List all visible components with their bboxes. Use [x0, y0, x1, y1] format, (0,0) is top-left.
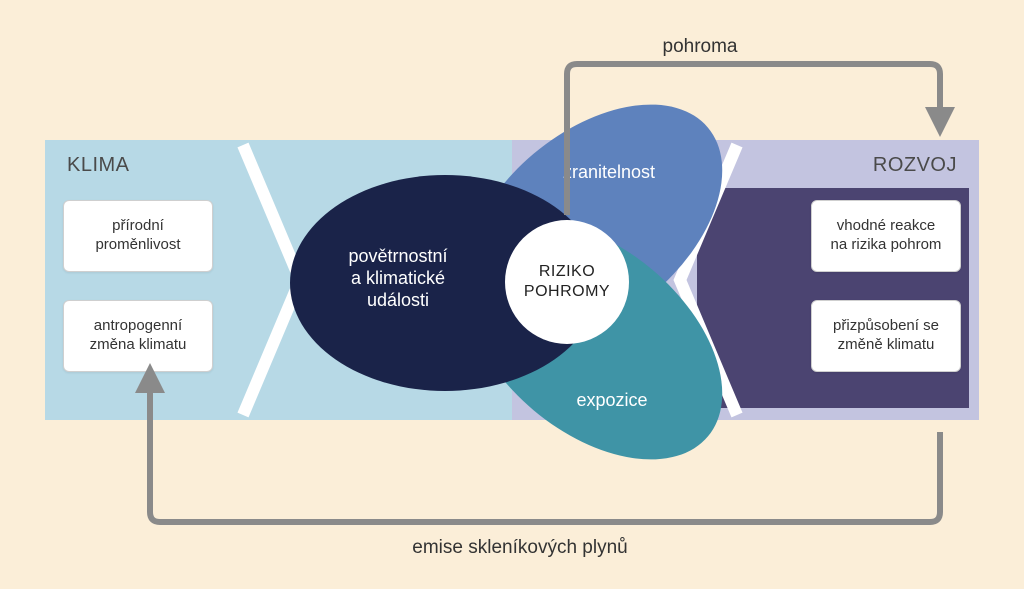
card-label: přírodníproměnlivost — [95, 217, 180, 255]
main-band: KLIMA přírodníproměnlivost antropogenníz… — [45, 140, 979, 420]
flow-bottom-label: emise skleníkových plynů — [412, 537, 627, 558]
card-label: antropogennízměna klimatu — [90, 317, 187, 355]
card-label: přizpůsobení sezměně klimatu — [833, 317, 939, 355]
card-responses: vhodné reakcena rizika pohrom — [811, 200, 961, 272]
flow-top-label: pohroma — [663, 36, 738, 57]
panel-klima-title: KLIMA — [67, 154, 130, 177]
card-natural-variability: přírodníproměnlivost — [63, 200, 213, 272]
card-label: vhodné reakcena rizika pohrom — [831, 217, 942, 255]
panel-rozvoj-title: ROZVOJ — [873, 154, 957, 177]
panel-klima: KLIMA přírodníproměnlivost antropogenníz… — [45, 140, 512, 420]
card-anthropogenic: antropogennízměna klimatu — [63, 300, 213, 372]
panel-rozvoj: ROZVOJ vhodné reakcena rizika pohrom při… — [512, 140, 979, 420]
card-adaptation: přizpůsobení sezměně klimatu — [811, 300, 961, 372]
